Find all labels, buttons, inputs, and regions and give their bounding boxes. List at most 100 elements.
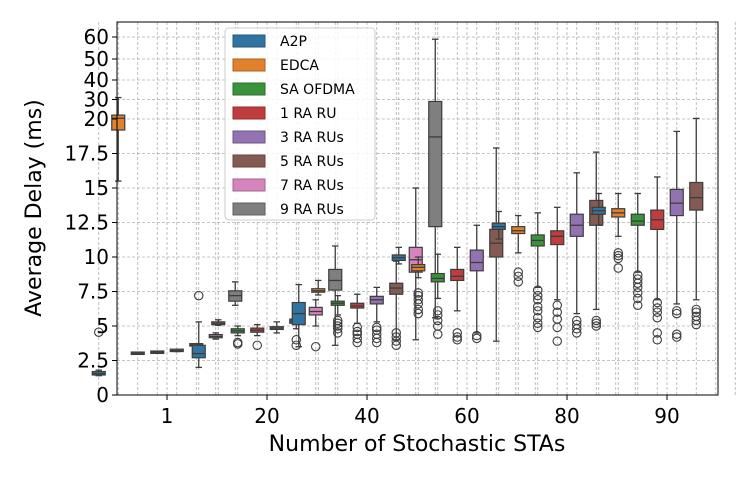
outlier-point xyxy=(371,325,382,335)
box-1-3-ra-rus xyxy=(169,348,184,353)
box-90-3-ra-rus xyxy=(669,130,684,342)
x-tick-label: 20 xyxy=(254,404,279,428)
outlier-point xyxy=(632,274,643,284)
legend-label: 1 RA RU xyxy=(280,106,337,122)
box-80-3-ra-rus xyxy=(569,172,584,338)
outlier-point xyxy=(332,328,343,338)
y-tick-label: 0 xyxy=(96,383,109,407)
y-tick-label: 7.5 xyxy=(77,280,109,304)
outlier-point xyxy=(532,285,543,295)
y-tick-label: 10 xyxy=(84,245,109,269)
outlier-point xyxy=(532,306,543,316)
box-20-sa-ofdma xyxy=(230,325,245,349)
box-1-7-ra-rus xyxy=(208,332,223,340)
outlier-point xyxy=(552,300,562,311)
x-tick-label: 80 xyxy=(554,404,579,428)
outlier-point xyxy=(413,295,423,305)
y-tick-label: 60 xyxy=(84,25,109,49)
box-60-sa-ofdma xyxy=(430,253,445,340)
outlier-point xyxy=(352,333,362,344)
box-body xyxy=(450,268,465,282)
box-40-3-ra-rus xyxy=(369,286,384,348)
outlier-point xyxy=(613,250,623,261)
box-1-9-ra-rus xyxy=(228,281,243,306)
legend-swatch xyxy=(232,82,266,96)
outlier-point xyxy=(552,307,562,317)
outlier-point xyxy=(413,288,423,298)
legend-swatch xyxy=(232,58,266,72)
box-1-1-ra-ru xyxy=(150,350,165,355)
outlier-point xyxy=(194,290,204,301)
legend-swatch xyxy=(232,202,266,216)
outlier-point xyxy=(291,335,301,345)
outlier-point xyxy=(671,306,682,316)
legend-swatch xyxy=(232,130,266,144)
outlier-point xyxy=(432,310,443,320)
y-tick-label: 12.5 xyxy=(64,211,109,235)
box-body xyxy=(511,226,526,235)
outlier-point xyxy=(532,290,543,301)
box-body xyxy=(689,181,704,211)
box-60-3-ra-rus xyxy=(469,224,484,344)
outlier-point xyxy=(513,277,523,287)
box-60-1-ra-ru xyxy=(450,246,465,345)
outlier-point xyxy=(532,318,543,328)
outlier-point xyxy=(391,328,401,338)
box-body xyxy=(389,282,404,295)
outlier-point xyxy=(552,336,562,346)
outlier-point xyxy=(691,311,701,322)
outlier-point xyxy=(632,293,643,304)
outlier-point xyxy=(413,290,423,301)
outlier-point xyxy=(632,270,643,280)
box-60-5-ra-rus xyxy=(489,147,504,342)
outlier-point xyxy=(571,319,582,330)
box-40-1-ra-ru xyxy=(350,293,365,348)
legend-label: 3 RA RUs xyxy=(280,130,344,146)
legend-label: 5 RA RUs xyxy=(280,154,344,170)
outlier-point xyxy=(532,312,543,323)
box-body xyxy=(469,249,484,272)
outlier-point xyxy=(413,308,423,319)
outlier-point xyxy=(652,307,662,317)
box-body xyxy=(669,188,684,217)
outlier-point xyxy=(652,312,662,323)
legend-label: SA OFDMA xyxy=(280,82,355,98)
outlier-point xyxy=(94,327,104,337)
outlier-point xyxy=(432,315,443,326)
box-body xyxy=(328,268,343,291)
outlier-point xyxy=(632,300,643,311)
box-20-3-ra-rus xyxy=(269,321,284,334)
outlier-point xyxy=(452,328,462,338)
box-80-1-ra-ru xyxy=(550,206,565,346)
outlier-point xyxy=(252,340,263,351)
legend-label: A2P xyxy=(280,34,307,50)
outlier-point xyxy=(471,333,482,344)
legend-label: EDCA xyxy=(280,58,319,74)
box-90-a2p xyxy=(591,192,606,226)
outlier-point xyxy=(413,304,423,315)
legend-frame xyxy=(224,27,376,221)
outlier-point xyxy=(310,341,321,352)
y-tick-label: 15 xyxy=(84,176,109,200)
box-body xyxy=(550,230,565,246)
outlier-point xyxy=(652,328,662,338)
outlier-point xyxy=(352,329,362,340)
outlier-point xyxy=(571,315,582,326)
box-20-7-ra-rus xyxy=(308,299,323,352)
y-tick-label: 2.5 xyxy=(77,349,109,373)
outlier-point xyxy=(352,322,362,333)
box-80-sa-ofdma xyxy=(530,212,545,333)
box-40-a2p xyxy=(291,283,306,348)
legend-label: 9 RA RUs xyxy=(280,202,344,218)
x-tick-label: 1 xyxy=(161,404,174,428)
outlier-point xyxy=(613,253,623,264)
outlier-point xyxy=(652,297,662,308)
outlier-point xyxy=(513,271,523,282)
outlier-point xyxy=(591,315,601,326)
outlier-point xyxy=(613,248,623,258)
x-axis-label: Number of Stochastic STAs xyxy=(269,432,566,457)
x-tick-label: 60 xyxy=(454,404,479,428)
box-body xyxy=(428,100,443,228)
box-20-edca xyxy=(211,319,226,326)
box-1-sa-ofdma xyxy=(130,351,145,356)
